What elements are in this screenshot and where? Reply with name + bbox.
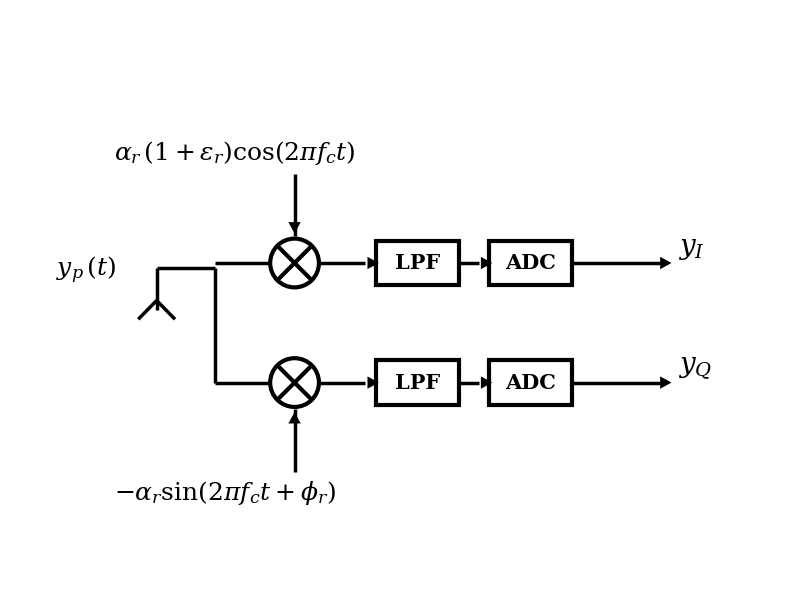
Bar [490,361,572,405]
Polygon shape [368,376,379,389]
Text: LPF: LPF [395,253,439,273]
Text: ADC: ADC [505,373,556,393]
Polygon shape [288,412,301,423]
Text: LPF: LPF [395,373,439,393]
Polygon shape [481,376,492,389]
Polygon shape [660,376,672,389]
Polygon shape [288,222,301,233]
Bar [490,241,572,285]
Polygon shape [660,257,672,269]
Polygon shape [368,257,379,269]
Text: $-\alpha_r\sin(2\pi f_c t+\phi_r)$: $-\alpha_r\sin(2\pi f_c t+\phi_r)$ [114,479,336,507]
Text: $\alpha_r\,(1+\varepsilon_r)\cos(2\pi f_c t)$: $\alpha_r\,(1+\varepsilon_r)\cos(2\pi f_… [114,139,355,167]
Bar [376,361,458,405]
Bar [376,241,458,285]
Text: $y_p\,(t)$: $y_p\,(t)$ [57,255,117,286]
Text: $y_Q$: $y_Q$ [677,355,712,382]
Polygon shape [481,257,492,269]
Text: ADC: ADC [505,253,556,273]
Text: $y_I$: $y_I$ [677,236,704,262]
